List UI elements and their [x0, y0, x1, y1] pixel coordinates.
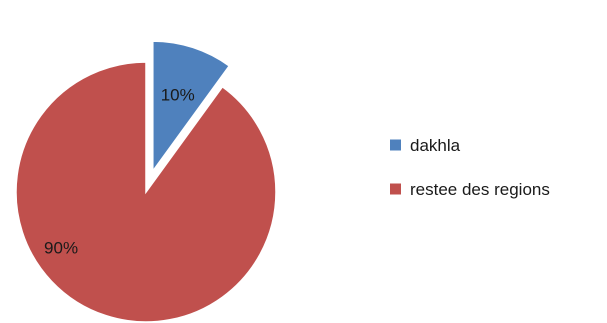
legend: dakhla restee des regions: [390, 136, 550, 199]
legend-swatch-restee-des-regions: [390, 183, 401, 195]
legend-entry-dakhla: dakhla: [410, 136, 461, 155]
pie-slice-restee-des-regions: [15, 61, 277, 323]
legend-entry-restee-des-regions: restee des regions: [410, 180, 550, 199]
data-label-dakhla: 10%: [161, 85, 195, 104]
pie-slices: [15, 40, 277, 323]
data-label-restee-des-regions: 90%: [44, 238, 78, 257]
pie-slice-dakhla: [152, 40, 231, 174]
pie-data-labels: 10% 90%: [44, 85, 195, 257]
legend-swatch-dakhla: [390, 139, 401, 151]
